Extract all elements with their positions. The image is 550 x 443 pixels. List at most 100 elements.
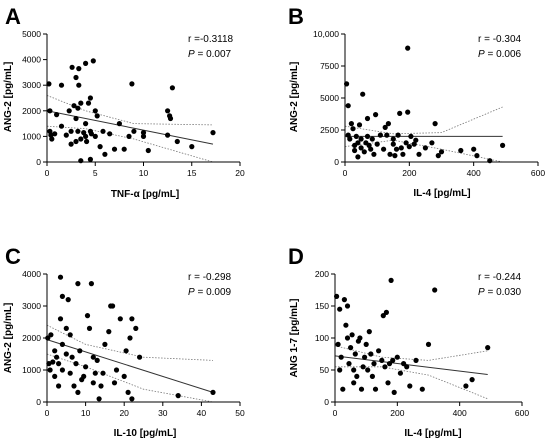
- x-tick-label: 10: [81, 408, 91, 418]
- data-point: [47, 108, 53, 114]
- data-point: [419, 386, 425, 392]
- data-point: [58, 123, 65, 129]
- data-point: [382, 364, 388, 370]
- data-point: [83, 133, 89, 139]
- data-point: [356, 122, 363, 128]
- data-point: [366, 329, 372, 335]
- r-statistic: r = -0.244: [478, 272, 522, 283]
- data-point: [102, 341, 108, 347]
- data-points: [46, 58, 216, 164]
- data-point: [348, 345, 354, 351]
- panel-d: D 0 200 400 600 0 50 100 150 200 IL-4 [pg/mL] AN…: [288, 244, 529, 439]
- data-point: [386, 361, 393, 367]
- data-point: [385, 121, 391, 127]
- data-point: [413, 357, 419, 363]
- data-point: [67, 370, 73, 376]
- fit-line: [46, 339, 214, 393]
- x-tick-label: 0: [45, 168, 50, 178]
- data-point: [46, 361, 52, 367]
- data-point: [113, 367, 120, 373]
- x-tick-label: 50: [235, 408, 245, 418]
- data-point: [400, 151, 406, 157]
- ticks: 0 200 400 600 0 50 100 150 200: [315, 269, 530, 418]
- data-point: [355, 154, 361, 160]
- x-tick-label: 5: [93, 168, 98, 178]
- data-point: [398, 145, 404, 151]
- data-point: [363, 341, 369, 347]
- data-point: [381, 146, 387, 152]
- data-point: [121, 146, 127, 152]
- data-point: [167, 115, 174, 122]
- data-point: [371, 151, 377, 157]
- data-point: [390, 357, 396, 363]
- data-point: [73, 138, 79, 145]
- data-point: [345, 132, 351, 138]
- data-point: [393, 146, 400, 152]
- fit-line-group: [334, 355, 488, 375]
- data-point: [174, 138, 180, 145]
- data-point: [75, 389, 81, 395]
- data-point: [343, 322, 349, 328]
- data-point: [382, 124, 388, 130]
- y-tick-label: 0: [36, 397, 41, 407]
- data-point: [84, 313, 91, 319]
- y-tick-label: 4000: [22, 269, 41, 279]
- x-axis-label: IL-4 [pg/mL]: [413, 188, 470, 199]
- r-statistic: r = -0.298: [188, 272, 232, 283]
- data-point: [364, 133, 371, 139]
- data-point: [408, 133, 414, 139]
- p-statistic: P = 0.007: [188, 49, 232, 60]
- data-points: [334, 277, 491, 395]
- data-point: [100, 370, 106, 376]
- data-point: [362, 354, 368, 360]
- data-point: [81, 373, 87, 379]
- x-tick-label: 0: [45, 408, 50, 418]
- data-point: [59, 367, 65, 373]
- data-point: [348, 121, 354, 127]
- data-point: [63, 325, 69, 331]
- r-statistic: r =-0.3118: [188, 34, 234, 45]
- data-point: [140, 130, 147, 136]
- data-point: [406, 144, 412, 150]
- data-point: [48, 332, 54, 338]
- data-point: [432, 121, 438, 127]
- data-point: [383, 309, 389, 315]
- y-tick-label: 1000: [22, 131, 41, 141]
- data-point: [372, 386, 379, 392]
- data-points: [344, 45, 506, 164]
- ci-upper-line: [334, 345, 488, 361]
- data-point: [63, 132, 69, 138]
- data-point: [90, 58, 96, 64]
- data-point: [52, 131, 58, 137]
- data-point: [395, 132, 401, 138]
- data-point: [67, 332, 73, 338]
- data-point: [345, 103, 351, 109]
- data-point: [84, 138, 90, 145]
- data-point: [210, 130, 216, 136]
- data-point: [121, 373, 127, 379]
- data-point: [87, 156, 93, 162]
- data-point: [92, 108, 98, 114]
- data-point: [404, 364, 410, 370]
- p-value: = 0.006: [485, 49, 522, 60]
- data-point: [435, 153, 441, 159]
- data-point: [365, 367, 371, 373]
- data-point: [127, 335, 133, 341]
- y-tick-label: 5000: [22, 29, 41, 39]
- data-point: [358, 136, 364, 142]
- p-statistic: P = 0.009: [188, 287, 232, 298]
- data-point: [129, 396, 135, 402]
- data-point: [111, 380, 118, 386]
- data-point: [59, 341, 65, 347]
- data-point: [75, 281, 81, 287]
- data-point: [68, 141, 74, 147]
- panel-c: C 0 10 20 30 40 50 0 1000 2000 3000 4000 IL-10 [pg…: [3, 244, 245, 439]
- data-point: [432, 287, 438, 293]
- data-point: [69, 354, 75, 360]
- data-point: [92, 133, 98, 139]
- data-point: [500, 142, 506, 148]
- x-tick-label: 200: [402, 168, 416, 178]
- data-point: [340, 386, 346, 392]
- data-point: [165, 108, 171, 114]
- p-statistic: P = 0.006: [478, 49, 522, 60]
